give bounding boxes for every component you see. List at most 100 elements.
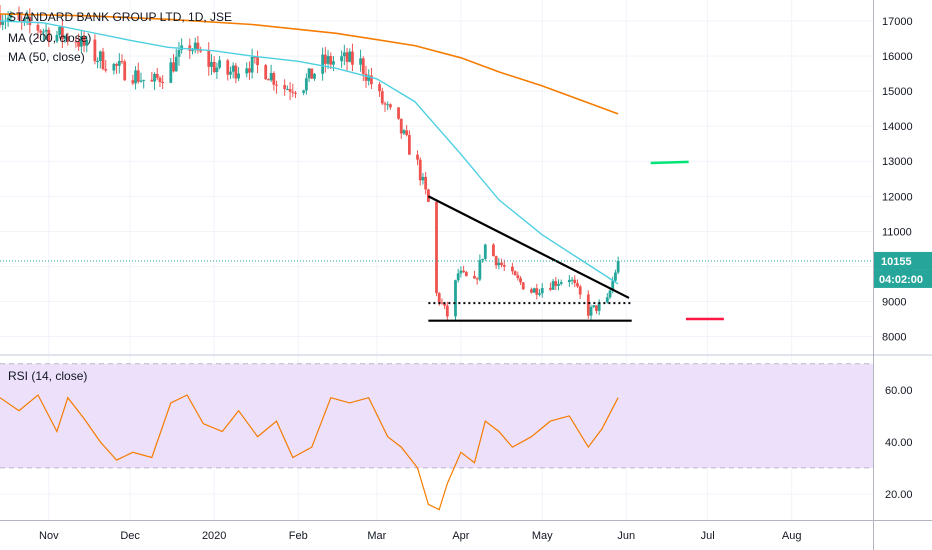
- candle-body: [323, 54, 327, 64]
- candle-body: [234, 65, 238, 79]
- candle-body: [93, 39, 97, 62]
- candle-body: [120, 61, 124, 63]
- candle-body: [153, 73, 156, 82]
- trendlines[interactable]: [427, 195, 632, 322]
- rsi-band: [0, 363, 873, 468]
- candle-body: [597, 302, 601, 311]
- price-tick-label: 16000: [882, 51, 913, 63]
- candle-body: [321, 54, 325, 74]
- price-tick-label: 13000: [882, 156, 913, 168]
- candle-body: [418, 159, 422, 181]
- chart-title: STANDARD BANK GROUP LTD, 1D, JSE: [8, 10, 232, 24]
- candle-body: [237, 73, 240, 79]
- candle-body: [180, 45, 184, 50]
- candle-body: [421, 176, 425, 181]
- candle-body: [440, 302, 444, 304]
- candle-body: [174, 56, 178, 72]
- candle-body: [437, 293, 441, 303]
- candle-body: [397, 107, 400, 119]
- candle-body: [595, 305, 598, 311]
- candle-body: [55, 34, 59, 42]
- candle-body: [567, 279, 571, 283]
- time-tick-label: 2020: [202, 530, 226, 542]
- rsi-legend[interactable]: RSI (14, close): [8, 369, 87, 383]
- candle-body: [283, 85, 287, 90]
- candle-body: [139, 80, 143, 82]
- time-tick-label: Mar: [367, 530, 386, 542]
- candle-body: [134, 70, 137, 84]
- candle-body: [361, 58, 365, 74]
- candle-body: [47, 29, 51, 42]
- candle-body: [554, 281, 558, 286]
- candle-body: [386, 104, 390, 106]
- candle-body: [573, 279, 577, 284]
- price-tick-label: 8000: [882, 331, 906, 343]
- candle-body: [250, 56, 254, 73]
- candle-body: [58, 26, 62, 35]
- candle-body: [20, 20, 24, 22]
- candle-body: [502, 265, 506, 267]
- candle-body: [82, 36, 86, 46]
- candle-body: [191, 50, 194, 52]
- candle-body: [96, 60, 100, 62]
- candle-body: [578, 286, 582, 295]
- candle-body: [614, 272, 617, 281]
- candle-body: [478, 259, 482, 280]
- ma50-line: [0, 20, 619, 285]
- candle-body: [77, 42, 81, 47]
- candle-body: [229, 71, 232, 75]
- rsi-axis[interactable]: 20.00 40.00 60.00: [885, 385, 913, 501]
- price-axis[interactable]: 8000900010000110001200013000140001500016…: [882, 16, 913, 343]
- candle-body: [264, 65, 268, 80]
- candle-body: [302, 90, 306, 93]
- candle-body: [25, 17, 29, 19]
- target-lines[interactable]: [650, 160, 724, 321]
- candle-body: [456, 273, 460, 281]
- candle-body: [158, 77, 162, 83]
- candle-body: [424, 176, 428, 190]
- candle-body: [9, 13, 13, 18]
- ma200-line: [0, 13, 619, 115]
- candle-body: [516, 275, 520, 279]
- candle-body: [589, 306, 593, 316]
- time-axis[interactable]: Nov Dec 2020 Feb Mar Apr May Jun Jul Aug: [39, 530, 801, 542]
- candle-body: [215, 67, 219, 73]
- candle-body: [117, 61, 121, 66]
- candle-body: [207, 51, 211, 67]
- candle-body: [193, 42, 197, 51]
- time-tick-label: Dec: [120, 530, 140, 542]
- candle-body: [329, 56, 333, 65]
- candle-body: [41, 31, 45, 33]
- countdown-label: 04:02:00: [879, 274, 923, 286]
- trendline[interactable]: [427, 195, 630, 299]
- candle-body: [351, 51, 354, 65]
- candle-body: [123, 61, 127, 81]
- candle-body: [188, 45, 192, 51]
- price-tick-label: 14000: [882, 121, 913, 133]
- candle-body: [131, 80, 135, 84]
- price-tick-label: 9000: [882, 296, 906, 308]
- candlestick-series: [0, 5, 620, 322]
- time-tick-label: Nov: [39, 530, 59, 542]
- candle-body: [291, 91, 295, 93]
- candle-body: [155, 73, 159, 78]
- candle-body: [196, 42, 200, 51]
- rsi-tick-label: 40.00: [885, 437, 913, 449]
- time-tick-label: Jul: [701, 530, 715, 542]
- candle-body: [23, 18, 26, 22]
- candle-body: [177, 49, 181, 57]
- candle-body: [231, 65, 235, 72]
- target-line-up[interactable]: [650, 160, 689, 165]
- candle-body: [513, 271, 517, 276]
- candle-body: [511, 266, 514, 272]
- candle-body: [364, 73, 368, 81]
- candle-body: [307, 68, 311, 79]
- candle-body: [464, 271, 468, 276]
- candle-body: [345, 52, 349, 62]
- candle-body: [1, 21, 5, 25]
- ma200-legend[interactable]: MA (200, close): [8, 31, 91, 45]
- candle-body: [416, 154, 419, 160]
- candle-body: [367, 75, 371, 81]
- ma50-legend[interactable]: MA (50, close): [8, 50, 85, 64]
